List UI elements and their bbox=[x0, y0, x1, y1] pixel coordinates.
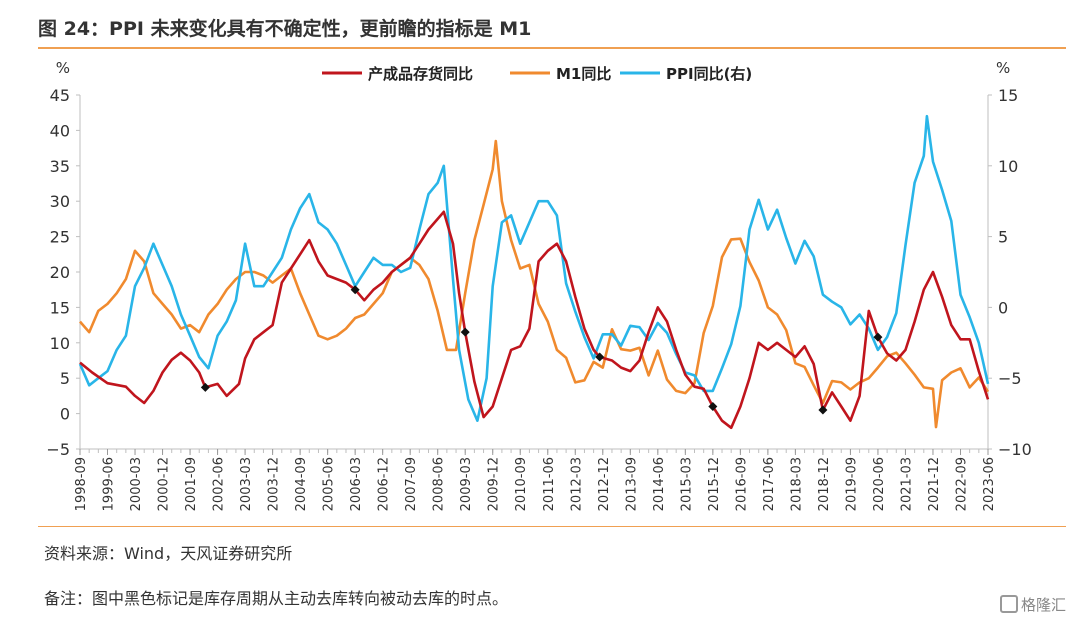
left-tick-label: 30 bbox=[50, 192, 70, 211]
x-tick-label: 2009-12 bbox=[487, 457, 502, 511]
x-tick-label: 2018-12 bbox=[817, 457, 832, 511]
x-tick-label: 2001-09 bbox=[184, 457, 199, 511]
x-tick-label: 2012-03 bbox=[569, 457, 584, 511]
x-tick-label: 2002-06 bbox=[212, 457, 227, 511]
x-tick-label: 2006-03 bbox=[349, 457, 364, 511]
x-tick-label: 2015-12 bbox=[707, 457, 722, 511]
x-tick-label: 2003-03 bbox=[239, 457, 254, 511]
x-tick-label: 2011-06 bbox=[542, 457, 557, 511]
series-line-0 bbox=[79, 210, 990, 430]
x-tick-label: 2007-09 bbox=[404, 457, 419, 511]
right-tick-label: 10 bbox=[998, 157, 1018, 176]
right-tick-label: 15 bbox=[998, 86, 1018, 105]
chart-frame bbox=[79, 95, 989, 450]
left-tick-label: 45 bbox=[50, 86, 70, 105]
chart-legend: 产成品存货同比 M1同比 PPI同比(右) bbox=[322, 65, 752, 83]
series-line-1 bbox=[79, 139, 990, 429]
series-lines bbox=[78, 114, 990, 430]
left-tick-label: 15 bbox=[50, 298, 70, 317]
title-divider bbox=[38, 47, 1066, 49]
x-tick-label: 1999-06 bbox=[102, 457, 117, 511]
left-tick-label: 0 bbox=[60, 405, 70, 424]
x-tick-label: 2018-03 bbox=[789, 457, 804, 511]
right-y-axis: 15 10 5 0 −5 −10% bbox=[988, 59, 1032, 459]
x-axis: 1998-09 1999-06 2000-03 2000-12 2001-09 2002-… bbox=[74, 449, 997, 511]
left-tick-label: −5 bbox=[46, 440, 70, 459]
right-tick-label: −10 bbox=[998, 440, 1032, 459]
left-tick-label: 40 bbox=[50, 121, 70, 140]
page-title: 图 24：PPI 未来变化具有不确定性，更前瞻的指标是 M1 bbox=[38, 18, 532, 40]
right-tick-label: 0 bbox=[998, 298, 1008, 317]
x-tick-label: 2010-09 bbox=[514, 457, 529, 511]
watermark: 格隆汇 bbox=[999, 594, 1066, 615]
line-chart: 45 40 35 30 25 20 15 10 5 0 −5% 15 10 5 0 −5 −10% 1998-… bbox=[46, 59, 1032, 511]
left-unit-label: % bbox=[56, 59, 70, 77]
x-tick-label: 2012-12 bbox=[597, 457, 612, 511]
marker-point bbox=[460, 327, 470, 337]
x-tick-label: 1998-09 bbox=[74, 457, 89, 511]
legend-label: PPI同比(右) bbox=[666, 65, 752, 83]
marker-point bbox=[708, 402, 718, 412]
x-tick-label: 2020-06 bbox=[872, 457, 887, 511]
marker-points bbox=[200, 285, 883, 415]
x-tick-label: 2005-06 bbox=[322, 457, 337, 511]
x-tick-label: 2016-09 bbox=[734, 457, 749, 511]
x-tick-label: 2021-12 bbox=[927, 457, 942, 511]
source-note: 资料来源：Wind，天风证券研究所 bbox=[44, 544, 293, 563]
x-tick-label: 2008-06 bbox=[432, 457, 447, 511]
right-unit-label: % bbox=[996, 59, 1010, 77]
right-tick-label: −5 bbox=[998, 369, 1022, 388]
x-tick-label: 2004-09 bbox=[294, 457, 309, 511]
x-tick-label: 2014-06 bbox=[652, 457, 667, 511]
left-y-axis: 45 40 35 30 25 20 15 10 5 0 −5% bbox=[46, 59, 80, 459]
watermark-text: 格隆汇 bbox=[1020, 596, 1066, 614]
right-tick-label: 5 bbox=[998, 228, 1008, 247]
x-tick-label: 2009-03 bbox=[459, 457, 474, 511]
legend-label: 产成品存货同比 bbox=[368, 65, 473, 83]
marker-point bbox=[200, 382, 210, 392]
remark-note: 备注：图中黑色标记是库存周期从主动去库转向被动去库的时点。 bbox=[44, 589, 509, 608]
marker-point bbox=[350, 285, 360, 295]
x-tick-label: 2022-09 bbox=[954, 457, 969, 511]
x-tick-label: 2015-03 bbox=[679, 457, 694, 511]
x-tick-label: 2021-03 bbox=[899, 457, 914, 511]
left-tick-label: 20 bbox=[50, 263, 70, 282]
marker-point bbox=[595, 352, 605, 362]
x-tick-label: 2006-12 bbox=[377, 457, 392, 511]
marker-point bbox=[818, 405, 828, 415]
left-tick-label: 35 bbox=[50, 157, 70, 176]
x-tick-label: 2013-09 bbox=[624, 457, 639, 511]
x-tick-label: 2003-12 bbox=[267, 457, 282, 511]
marker-point bbox=[873, 332, 883, 342]
watermark-logo-icon bbox=[999, 595, 1018, 613]
series-line-2 bbox=[78, 114, 990, 422]
x-tick-label: 2017-06 bbox=[762, 457, 777, 511]
x-tick-label: 2000-12 bbox=[157, 457, 172, 511]
x-tick-label: 2023-06 bbox=[982, 457, 997, 511]
legend-label: M1同比 bbox=[556, 65, 611, 83]
left-tick-label: 25 bbox=[50, 228, 70, 247]
left-tick-label: 5 bbox=[60, 369, 70, 388]
x-tick-label: 2000-03 bbox=[129, 457, 144, 511]
x-tick-label: 2019-09 bbox=[844, 457, 859, 511]
footer-divider bbox=[38, 526, 1066, 527]
left-tick-label: 10 bbox=[50, 334, 70, 353]
